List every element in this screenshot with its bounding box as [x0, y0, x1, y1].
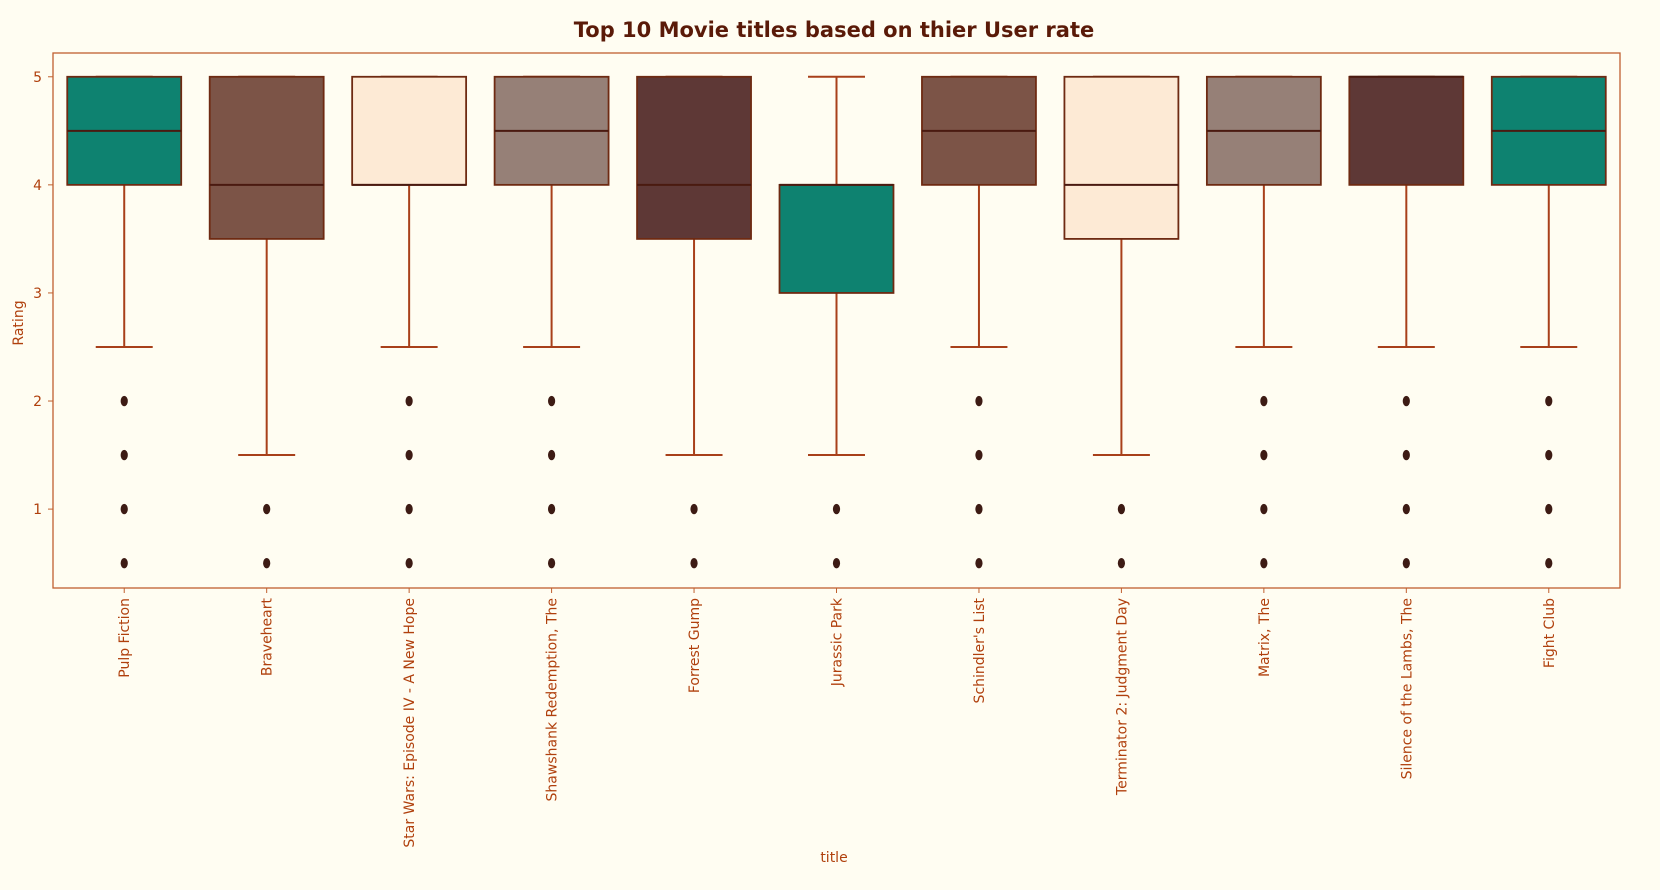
x-axis-ticks: Pulp Fiction Braveheart Star Wars: Episode…: [117, 588, 1558, 848]
box-1: [208, 75, 325, 569]
x-tick-label: Star Wars: Episode IV - A New Hope: [402, 598, 418, 848]
outlier-point: [975, 503, 983, 515]
box-iqr: [208, 75, 325, 240]
x-tick-label: Fight Club: [1542, 598, 1558, 668]
outlier-point: [1260, 557, 1268, 569]
x-tick-label: Matrix, The: [1257, 598, 1273, 677]
outlier-point: [1545, 503, 1553, 515]
x-axis-label: title: [820, 850, 847, 866]
box-10: [1490, 75, 1607, 569]
outlier-point: [832, 557, 841, 569]
outlier-point: [547, 557, 556, 569]
box-3: [493, 75, 610, 569]
box-iqr: [1063, 75, 1180, 240]
box-4: [636, 75, 752, 569]
outlier-point: [120, 449, 128, 461]
box-iqr: [351, 75, 468, 186]
box-5: [778, 75, 895, 569]
outlier-point: [547, 395, 556, 407]
y-axis-label: Rating: [11, 300, 27, 345]
outlier-point: [547, 449, 556, 461]
x-tick-label: Braveheart: [260, 597, 276, 676]
outlier-point: [975, 395, 983, 407]
box-iqr: [636, 75, 752, 240]
y-axis-ticks: 1 2 3 4 5: [33, 70, 53, 518]
outlier-point: [1260, 449, 1268, 461]
outlier-point: [1402, 557, 1410, 569]
y-tick-label: 3: [33, 286, 42, 302]
outlier-point: [1545, 395, 1553, 407]
outlier-point: [975, 557, 983, 569]
outlier-point: [1260, 395, 1268, 407]
outlier-point: [1545, 557, 1553, 569]
y-tick-label: 4: [33, 178, 42, 194]
outlier-point: [832, 503, 841, 515]
box-9: [1348, 75, 1465, 569]
x-tick-label: Terminator 2: Judgment Day: [1114, 598, 1130, 796]
y-tick-label: 5: [33, 70, 42, 86]
outlier-point: [405, 449, 413, 461]
x-tick-label: Shawshank Redemption, The: [545, 598, 561, 801]
y-tick-label: 2: [33, 394, 42, 410]
x-tick-label: Schindler's List: [972, 597, 988, 703]
outlier-point: [547, 503, 556, 515]
x-tick-label: Pulp Fiction: [117, 598, 133, 678]
outlier-point: [120, 503, 128, 515]
box-2: [351, 75, 468, 569]
box-iqr: [1348, 75, 1465, 186]
outlier-point: [405, 557, 413, 569]
box-iqr: [778, 183, 895, 294]
x-tick-label: Silence of the Lambs, The: [1399, 598, 1415, 779]
x-tick-label: Forrest Gump: [687, 598, 703, 693]
outlier-point: [690, 503, 698, 515]
outlier-point: [1545, 449, 1553, 461]
x-tick-label: Jurassic Park: [830, 597, 846, 687]
outlier-point: [975, 449, 983, 461]
outlier-point: [263, 557, 271, 569]
boxes-group: [66, 75, 1607, 569]
box-6: [921, 75, 1037, 569]
outlier-point: [405, 503, 413, 515]
outlier-point: [1402, 449, 1410, 461]
box-0: [66, 75, 183, 569]
y-tick-label: 1: [33, 502, 42, 518]
outlier-point: [1117, 503, 1126, 515]
outlier-point: [1402, 395, 1410, 407]
outlier-point: [405, 395, 413, 407]
outlier-point: [263, 503, 271, 515]
outlier-point: [120, 395, 128, 407]
outlier-point: [120, 557, 128, 569]
box-7: [1063, 75, 1180, 569]
chart-title: Top 10 Movie titles based on thier User …: [574, 18, 1094, 42]
outlier-point: [1402, 503, 1410, 515]
outlier-point: [690, 557, 698, 569]
box-8: [1205, 75, 1322, 569]
outlier-point: [1260, 503, 1268, 515]
outlier-point: [1117, 557, 1126, 569]
